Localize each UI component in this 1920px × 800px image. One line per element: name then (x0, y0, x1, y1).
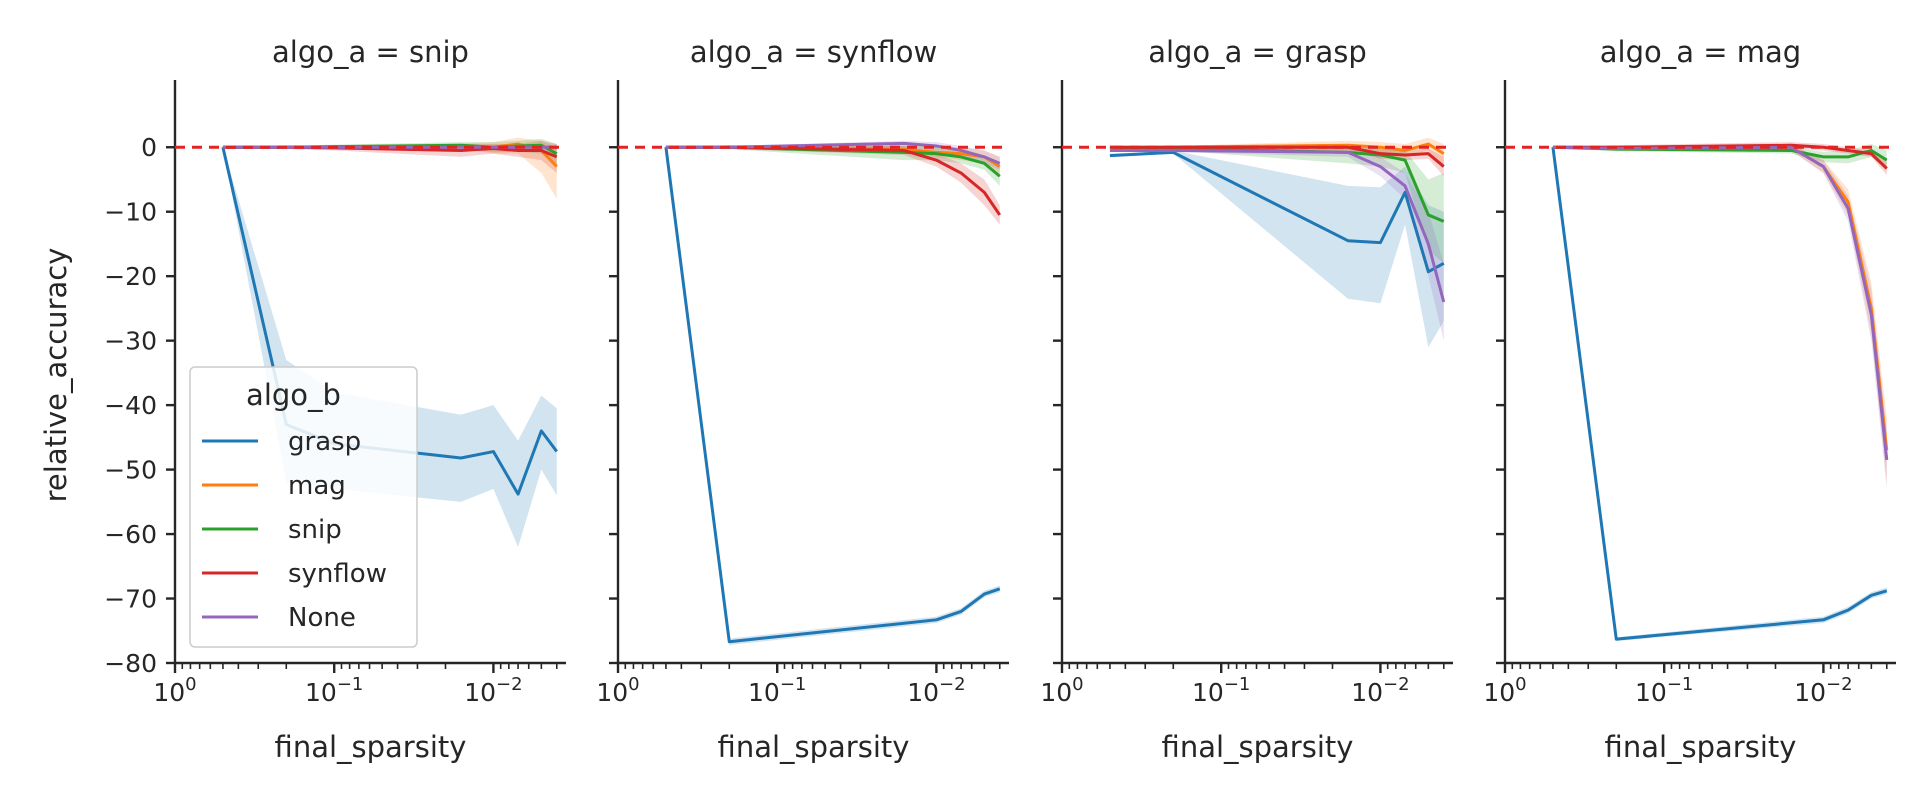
panel-3: algo_a = grasp 100 10−1 10−2 final_sparsity (1040, 35, 1453, 764)
series-band-grasp (1552, 147, 1887, 642)
x-axis-label: final_sparsity (718, 730, 910, 764)
x-tick-label: 100 (1483, 674, 1526, 707)
x-tick-label: 100 (153, 674, 196, 707)
y-tick-label: −60 (104, 520, 157, 549)
y-tick-label: 0 (141, 133, 157, 162)
series-band-grasp (665, 147, 1000, 645)
series-band-mag (222, 137, 557, 199)
y-tick-label: −70 (104, 585, 157, 614)
x-axis-label: final_sparsity (1605, 730, 1797, 764)
panel-title: algo_a = snip (272, 35, 469, 69)
x-tick-label: 10−2 (907, 674, 965, 707)
y-tick-label: −80 (104, 649, 157, 678)
y-tick-label: −10 (104, 198, 157, 227)
panel-title: algo_a = grasp (1148, 35, 1367, 69)
legend-label-snip: snip (288, 515, 342, 545)
x-tick-label: 10−2 (1794, 674, 1852, 707)
panel-4: algo_a = mag 100 10−1 10−2 final_sparsity (1483, 35, 1896, 764)
y-tick-label: −40 (104, 391, 157, 420)
panel-title: algo_a = synflow (690, 35, 937, 69)
panels: algo_a = snip0−10−20−30−40−50−60−70−8010… (104, 35, 1896, 764)
legend-label-synflow: synflow (288, 559, 387, 589)
legend-label-mag: mag (288, 471, 346, 501)
x-axis-label: final_sparsity (1162, 730, 1354, 764)
y-axis-label: relative_accuracy (39, 248, 73, 503)
series-band-None (1552, 144, 1887, 489)
x-tick-label: 10−2 (1351, 674, 1409, 707)
x-tick-label: 100 (596, 674, 639, 707)
x-tick-label: 10−1 (1192, 674, 1250, 707)
x-tick-label: 10−2 (464, 674, 522, 707)
legend-label-None: None (288, 603, 356, 633)
panel-2: algo_a = synflow 100 10−1 10−2 final_sparsit… (596, 35, 1009, 764)
series-line-grasp (1109, 150, 1445, 274)
legend-title: algo_b (246, 378, 341, 412)
y-tick-label: −50 (104, 456, 157, 485)
y-tick-label: −30 (104, 327, 157, 356)
series-line-grasp (664, 147, 1001, 644)
series-band-grasp (1109, 150, 1444, 348)
legend-label-grasp: grasp (288, 427, 361, 457)
y-tick-label: −20 (104, 262, 157, 291)
legend-box (189, 366, 418, 648)
x-tick-label: 10−1 (305, 674, 363, 707)
x-axis-label: final_sparsity (275, 730, 467, 764)
panel-title: algo_a = mag (1600, 35, 1801, 69)
x-tick-label: 10−1 (1635, 674, 1693, 707)
series-band-snip (1109, 145, 1444, 264)
x-tick-label: 10−1 (748, 674, 806, 707)
x-tick-label: 100 (1040, 674, 1083, 707)
series-line-None (1109, 148, 1446, 303)
series-line-grasp (1551, 147, 1888, 641)
